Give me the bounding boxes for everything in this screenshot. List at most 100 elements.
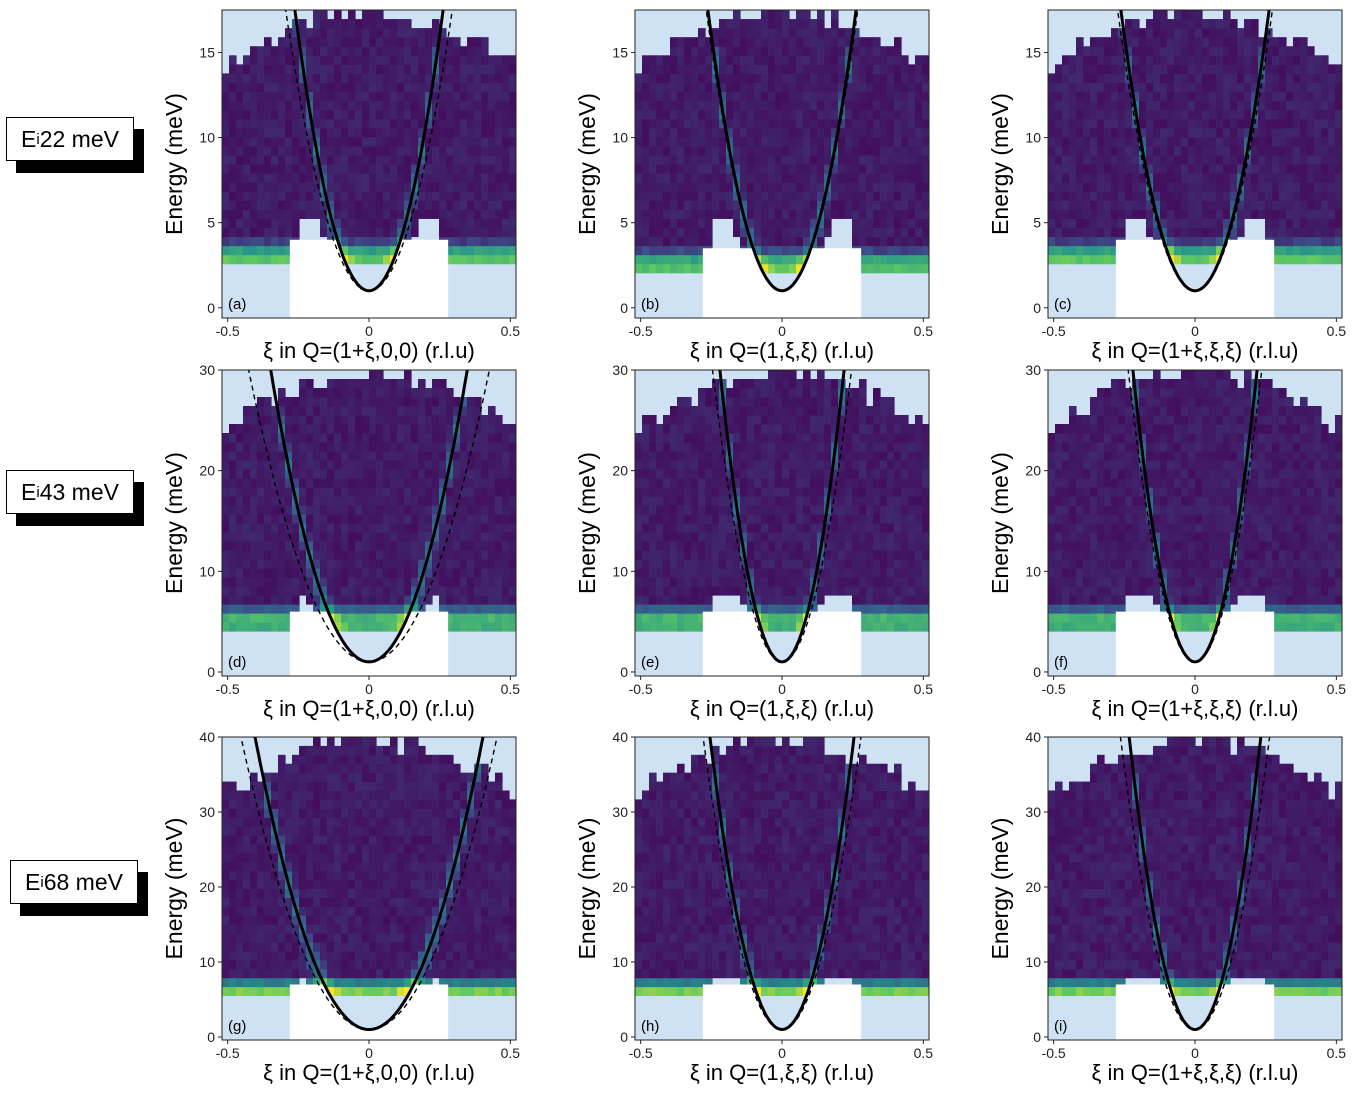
heatmap-cell xyxy=(306,451,314,461)
heatmap-cell xyxy=(782,532,790,542)
heatmap-cell xyxy=(418,154,426,165)
heatmap-cell xyxy=(1202,200,1210,210)
heatmap-cell xyxy=(320,559,328,569)
heatmap-cell xyxy=(1307,136,1315,147)
heatmap-cell xyxy=(481,577,489,587)
heatmap-cell xyxy=(768,451,776,461)
heatmap-cell xyxy=(306,200,314,210)
heatmap-cell xyxy=(453,442,461,452)
heatmap-cell xyxy=(285,218,293,229)
heatmap-cell xyxy=(1272,100,1280,111)
heatmap-cell xyxy=(348,424,356,434)
heatmap-cell xyxy=(670,469,678,479)
heatmap-cell xyxy=(313,469,321,479)
heatmap-cell xyxy=(635,550,643,560)
heatmap-cell xyxy=(369,227,377,238)
heatmap-cell xyxy=(775,478,783,488)
heatmap-cell xyxy=(824,91,832,102)
heatmap-cell xyxy=(684,109,692,120)
heatmap-cell xyxy=(362,145,370,156)
heatmap-cell xyxy=(642,218,650,229)
heatmap-cell xyxy=(810,218,818,229)
heatmap-cell xyxy=(831,100,839,111)
heatmap-cell xyxy=(1286,91,1294,102)
heatmap-cell xyxy=(495,532,503,542)
heatmap-cell xyxy=(446,173,454,183)
heatmap-cell xyxy=(873,191,881,201)
heatmap-cell xyxy=(691,568,699,578)
heatmap-cell xyxy=(670,559,678,569)
heatmap-cell xyxy=(789,191,797,201)
heatmap-cell xyxy=(1321,136,1329,147)
heatmap-cell xyxy=(775,532,783,542)
heatmap-cell xyxy=(656,118,664,129)
heatmap-cell xyxy=(740,487,748,497)
heatmap-cell xyxy=(229,182,237,192)
heatmap-cell xyxy=(1321,191,1329,201)
heatmap-cell xyxy=(1223,218,1231,229)
heatmap-cell xyxy=(887,227,895,238)
heatmap-cell xyxy=(397,227,405,238)
heatmap-cell xyxy=(495,460,503,470)
heatmap-cell xyxy=(733,550,741,560)
heatmap-cell xyxy=(292,406,300,416)
heatmap-cell xyxy=(1216,200,1224,210)
heatmap-cell xyxy=(355,469,363,479)
heatmap-cell xyxy=(705,478,713,488)
heatmap-cell xyxy=(1251,182,1259,192)
heatmap-cell xyxy=(719,577,727,587)
heatmap-cell xyxy=(922,82,929,93)
heatmap-cell xyxy=(495,191,503,201)
heatmap-cell xyxy=(299,406,307,416)
heatmap-cell xyxy=(747,191,755,201)
heatmap-cell xyxy=(439,595,447,605)
heatmap-cell xyxy=(460,173,468,183)
heatmap-cell xyxy=(334,200,342,210)
heatmap-cell xyxy=(768,469,776,479)
heatmap-cell xyxy=(1230,127,1238,138)
heatmap-cell xyxy=(670,46,678,56)
heatmap-cell xyxy=(271,109,279,120)
y-tick-label: 10 xyxy=(612,130,628,146)
heatmap-cell xyxy=(1076,82,1084,93)
heatmap-cell xyxy=(775,541,783,551)
y-axis-label: Energy (meV) xyxy=(574,93,600,235)
heatmap-cell xyxy=(1251,200,1259,210)
heatmap-cell xyxy=(796,406,804,416)
heatmap-cell xyxy=(390,478,398,488)
heatmap-cell xyxy=(754,433,762,443)
heatmap-cell xyxy=(341,424,349,434)
heatmap-cell xyxy=(789,227,797,238)
heatmap-cell xyxy=(397,622,405,632)
heatmap-cell xyxy=(1167,236,1175,247)
heatmap-cell xyxy=(796,245,804,256)
heatmap-cell xyxy=(236,469,244,479)
heatmap-cell xyxy=(1167,37,1175,47)
heatmap-cell xyxy=(243,209,251,219)
heatmap-cell xyxy=(712,388,720,398)
heatmap-cell xyxy=(684,55,692,65)
heatmap-cell xyxy=(348,496,356,506)
heatmap-cell xyxy=(908,218,916,229)
heatmap-cell xyxy=(425,577,433,587)
heatmap-cell xyxy=(257,415,265,425)
heatmap-cell xyxy=(1167,118,1175,129)
heatmap-cell xyxy=(642,424,650,434)
heatmap-cell xyxy=(642,586,650,596)
heatmap-cell xyxy=(754,469,762,479)
heatmap-cell xyxy=(1167,173,1175,183)
heatmap-cell xyxy=(1097,91,1105,102)
heatmap-cell xyxy=(502,496,510,506)
heatmap-cell xyxy=(383,577,391,587)
heatmap-cell xyxy=(866,136,874,147)
heatmap-cell xyxy=(1055,245,1063,256)
heatmap-cell xyxy=(229,451,237,461)
heatmap-cell xyxy=(1300,200,1308,210)
heatmap-cell xyxy=(460,514,468,524)
heatmap-cell xyxy=(271,415,279,425)
heatmap-cell xyxy=(1069,109,1077,120)
heatmap-cell xyxy=(1335,64,1342,75)
heatmap-cell xyxy=(656,523,664,533)
heatmap-cell xyxy=(810,145,818,156)
heatmap-cell xyxy=(460,487,468,497)
